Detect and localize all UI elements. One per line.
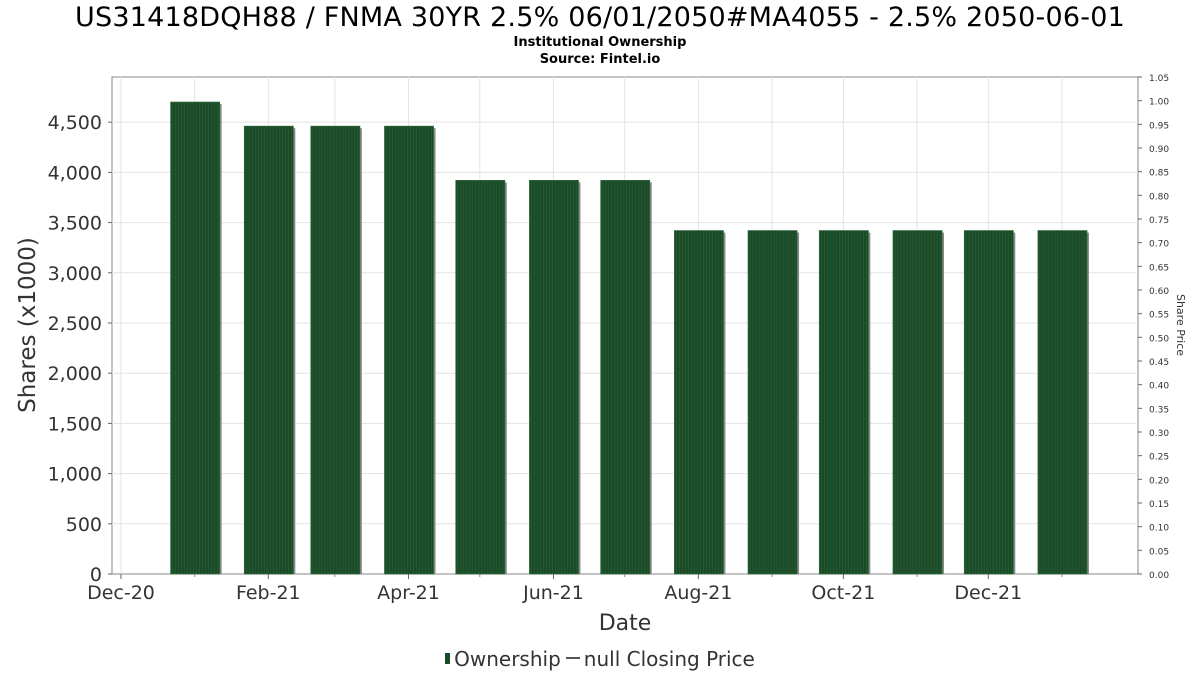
ownership-bar [818,230,869,575]
ownership-bar [747,230,798,575]
y-tick-label: 2,000 [48,363,102,385]
y2-tick-label: 0.90 [1149,145,1169,155]
y2-tick-label: 0.30 [1149,429,1169,439]
axis-layer: 0 500 1,000 1,500 2,000 2,500 3,000 3,500 4,000 4… [48,74,1170,604]
y-tick-label: 3,000 [48,263,102,285]
bar-layer [170,101,1089,575]
y2-tick-label: 1.05 [1149,74,1169,84]
y2-tick-label: 0.95 [1149,121,1169,131]
y-tick-label: 4,000 [48,162,102,184]
ownership-bar [1037,230,1088,575]
ownership-bar [170,101,221,575]
x-tick-label: Dec-21 [954,582,1022,604]
ownership-bar [455,180,506,575]
y2-tick-label: 0.70 [1149,240,1169,250]
y2-axis-title: Share Price [1174,294,1187,356]
y-tick-label: 3,500 [48,213,102,235]
y-tick-label: 0 [90,564,102,586]
x-tick-label: Dec-20 [87,582,155,604]
y2-tick-label: 0.20 [1149,476,1169,486]
y-tick-label: 4,500 [48,112,102,134]
ownership-bar [674,230,724,575]
ownership-legend-swatch [445,653,451,664]
chart-legend: Ownership null Closing Price [0,646,1200,672]
y2-tick-label: 0.15 [1149,500,1169,510]
ownership-bar [243,125,294,575]
price-legend-swatch [565,657,580,659]
y2-tick-label: 1.00 [1149,98,1169,108]
y2-tick-label: 0.65 [1149,263,1169,273]
ownership-bar [892,230,943,575]
y2-tick-label: 0.60 [1149,287,1169,297]
x-tick-label: Feb-21 [236,582,301,604]
y-tick-label: 1,000 [48,464,102,486]
legend-closing-price: null Closing Price [583,647,755,671]
y2-tick-label: 0.35 [1149,405,1169,415]
y-axis-title: Shares (x1000) [15,237,41,413]
y2-tick-label: 0.10 [1149,524,1169,534]
y-tick-label: 500 [66,514,102,536]
x-tick-label: Apr-21 [377,582,440,604]
legend-ownership: Ownership [454,647,561,671]
y2-tick-label: 0.05 [1149,547,1169,557]
x-axis-title: Date [599,611,652,636]
x-tick-label: Jun-21 [522,582,584,604]
chart-title: US31418DQH88 / FNMA 30YR 2.5% 06/01/2050… [75,2,1125,33]
ownership-bar [384,125,434,575]
y-tick-label: 2,500 [48,313,102,335]
ownership-bar [963,230,1014,575]
y2-tick-label: 0.80 [1149,192,1169,202]
y2-tick-label: 0.00 [1149,571,1169,581]
x-tick-label: Aug-21 [664,582,732,604]
y2-tick-label: 0.85 [1149,169,1169,179]
chart-subtitle: Institutional Ownership [513,35,687,50]
ownership-bar [310,125,361,575]
ownership-bar [529,180,579,575]
y-tick-label: 1,500 [48,413,102,435]
y2-tick-label: 0.75 [1149,216,1169,226]
y2-tick-label: 0.40 [1149,382,1169,392]
chart-source: Source: Fintel.io [539,52,661,67]
y2-tick-label: 0.50 [1149,334,1169,344]
y2-tick-label: 0.25 [1149,453,1169,463]
ownership-bar [600,180,651,575]
y2-tick-label: 0.45 [1149,358,1169,368]
y2-tick-label: 0.55 [1149,311,1169,321]
x-tick-label: Oct-21 [811,582,875,604]
